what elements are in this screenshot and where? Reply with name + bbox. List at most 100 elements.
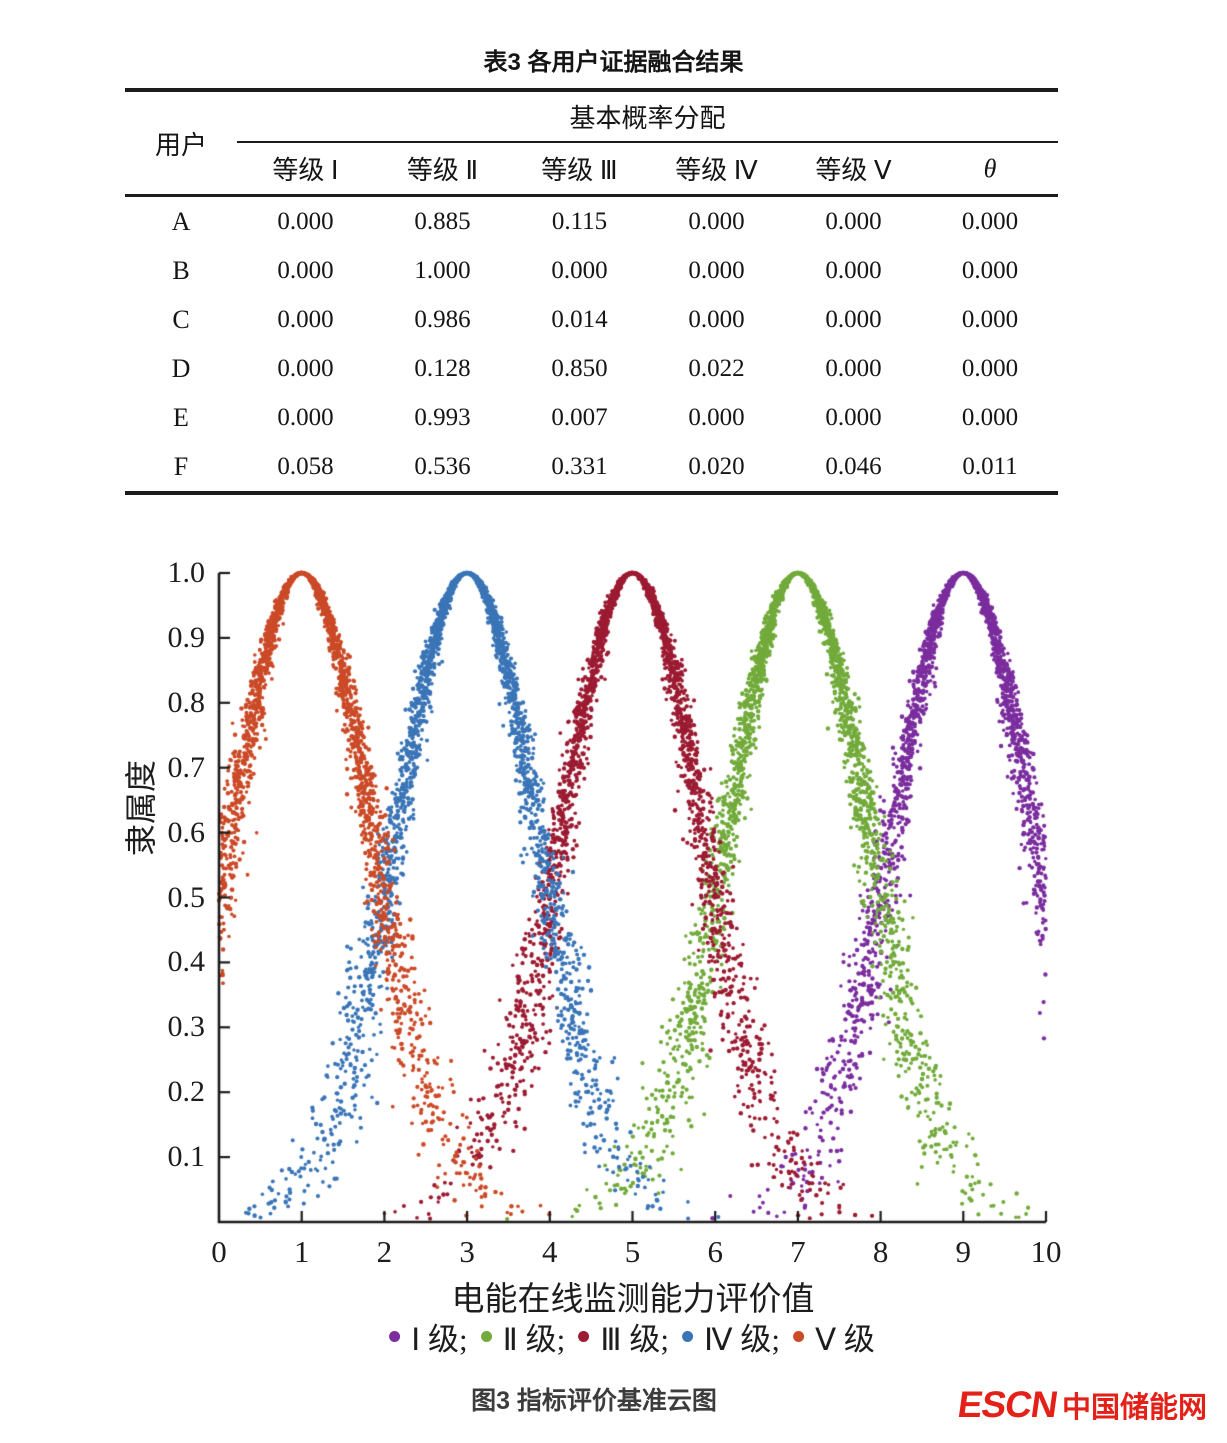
table-cell: 0.000 [277, 256, 334, 284]
fusion-results-table: 用户 基本概率分配 等级 Ⅰ 等级 Ⅱ 等级 Ⅲ 等级 Ⅳ 等级 Ⅴ θ A 0.000 0.… [125, 88, 1059, 495]
y-tick-label: 0.1 [167, 1140, 206, 1174]
x-tick-label: 1 [293, 1234, 310, 1269]
legend-label: Ⅳ 级; [703, 1322, 780, 1357]
legend-item: Ⅲ 级; [578, 1314, 669, 1359]
y-tick-label: 0.7 [167, 750, 206, 784]
table-cell: 0.885 [414, 207, 471, 235]
table-cell: 0.022 [688, 354, 745, 382]
row-user: F [173, 451, 189, 481]
col-header: 等级 Ⅳ [675, 156, 758, 185]
row-user: C [172, 304, 190, 334]
table-cell: 0.128 [414, 354, 471, 382]
x-tick-label: 9 [955, 1234, 972, 1269]
table-cell: 0.000 [961, 256, 1019, 284]
table-row: A 0.000 0.885 0.115 0.000 0.000 0.000 [125, 196, 1058, 247]
table-cell: 0.007 [551, 403, 608, 431]
table-cell: 0.000 [688, 207, 745, 235]
table-cell: 0.000 [825, 354, 882, 382]
table-cell: 0.000 [961, 207, 1019, 235]
escn-logo: ESCN 中国储能网 [955, 1384, 1207, 1426]
y-tick-label: 0.6 [167, 815, 206, 849]
table-cell: 0.993 [414, 403, 471, 431]
table-cell: 0.000 [688, 305, 745, 333]
chart-legend: Ⅰ 级; Ⅱ 级; Ⅲ 级; Ⅳ 级; Ⅴ 级 [389, 1314, 875, 1359]
table-cell: 1.000 [414, 256, 471, 284]
table-cell: 0.000 [551, 256, 608, 284]
x-tick-label: 4 [542, 1234, 558, 1269]
table-cell: 0.000 [277, 403, 334, 431]
table-cell: 0.000 [688, 256, 745, 284]
legend-item: Ⅴ 级 [792, 1314, 875, 1359]
col-header: 等级 Ⅲ [541, 156, 618, 185]
table-cell: 0.046 [825, 452, 882, 480]
x-tick-label: 6 [707, 1234, 723, 1269]
legend-label: Ⅰ 级; [411, 1322, 468, 1357]
table-cell: 0.000 [688, 403, 745, 431]
legend-dot-icon [389, 1331, 401, 1342]
y-axis-label: 隶属度 [123, 759, 159, 857]
legend-item: Ⅱ 级; [480, 1314, 566, 1359]
x-tick-label: 3 [459, 1234, 475, 1269]
row-user: B [172, 255, 190, 285]
legend-label: Ⅴ 级 [814, 1322, 875, 1357]
table-cell: 0.014 [551, 305, 608, 333]
y-tick-label: 0.4 [167, 945, 206, 979]
table-cell: 0.331 [551, 452, 608, 480]
table-cell: 0.000 [961, 354, 1019, 382]
table-row: F 0.058 0.536 0.331 0.020 0.046 0.011 [125, 442, 1058, 493]
x-tick-label: 2 [376, 1234, 393, 1269]
y-tick-label: 0.2 [167, 1075, 206, 1109]
logo-text-cn: 中国储能网 [1061, 1392, 1207, 1424]
table-cell: 0.058 [277, 452, 334, 480]
y-tick-label: 0.8 [167, 685, 206, 719]
table-cell: 0.000 [277, 207, 334, 235]
table-cell: 0.850 [551, 354, 608, 382]
y-tick-label: 0.5 [167, 880, 206, 914]
legend-dot-icon [681, 1331, 693, 1342]
table-cell: 0.000 [825, 207, 882, 235]
table-cell: 0.020 [688, 452, 745, 480]
x-tick-label: 0 [211, 1234, 227, 1269]
cloud-scatter-canvas [170, 540, 1070, 1235]
table-cell: 0.000 [825, 403, 882, 431]
row-user: E [173, 402, 189, 432]
table-cell: 0.000 [825, 305, 882, 333]
table-cell: 0.000 [961, 403, 1019, 431]
row-user: A [171, 206, 191, 236]
col-header: 等级 Ⅱ [406, 156, 479, 185]
table-cell: 0.000 [825, 256, 882, 284]
legend-dot-icon [792, 1331, 804, 1342]
col-header: 等级 Ⅴ [815, 156, 892, 185]
logo-text-en: ESCN [955, 1384, 1060, 1425]
x-tick-label: 5 [624, 1234, 641, 1269]
table-cell: 0.536 [414, 452, 471, 480]
col-header: 等级 Ⅰ [272, 156, 339, 185]
table-cell: 0.000 [277, 305, 334, 333]
legend-item: Ⅳ 级; [681, 1314, 780, 1359]
x-axis-label: 电能在线监测能力评价值 [451, 1282, 815, 1318]
col-header-group: 基本概率分配 [237, 90, 1059, 143]
table-cell: 0.000 [961, 305, 1019, 333]
x-tick-label: 7 [790, 1234, 806, 1269]
table-row: B 0.000 1.000 0.000 0.000 0.000 0.000 [125, 246, 1058, 295]
figure-caption: 图3 指标评价基准云图 [471, 1387, 717, 1415]
table-row: E 0.000 0.993 0.007 0.000 0.000 0.000 [125, 393, 1058, 442]
legend-dot-icon [480, 1331, 492, 1342]
y-tick-label: 1.0 [167, 556, 206, 589]
table-cell: 0.000 [277, 354, 334, 382]
legend-label: Ⅲ 级; [600, 1322, 669, 1357]
table-title: 表3 各用户证据融合结果 [483, 49, 744, 76]
row-user: D [171, 353, 191, 383]
x-tick-label: 8 [872, 1234, 889, 1269]
table-row: D 0.000 0.128 0.850 0.022 0.000 0.000 [125, 344, 1058, 393]
y-tick-label: 0.3 [167, 1010, 206, 1044]
legend-label: Ⅱ 级; [502, 1322, 566, 1357]
table-cell: 0.011 [962, 452, 1018, 480]
table-cell: 0.986 [414, 305, 471, 333]
table-row: C 0.000 0.986 0.014 0.000 0.000 0.000 [125, 295, 1058, 344]
legend-dot-icon [578, 1331, 590, 1342]
x-tick-label: 10 [1030, 1234, 1062, 1269]
col-header-user: 用户 [154, 130, 207, 160]
legend-item: Ⅰ 级; [389, 1314, 468, 1359]
